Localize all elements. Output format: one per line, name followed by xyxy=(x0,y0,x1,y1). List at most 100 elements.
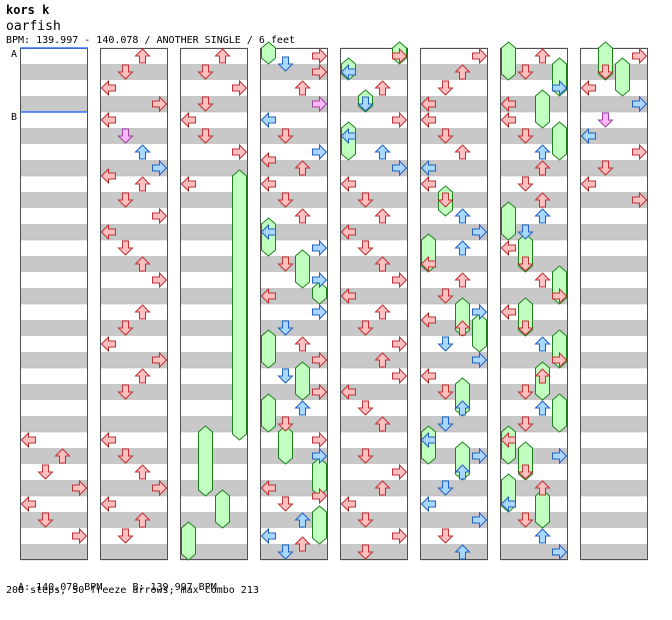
freeze-arrow-right xyxy=(232,169,247,441)
step-arrow-right-icon xyxy=(632,143,648,161)
step-arrow-left-icon xyxy=(340,175,356,193)
bpm-a-label: A: 140.078 BPM xyxy=(18,582,103,593)
step-arrow-left-icon xyxy=(20,495,36,513)
step-arrow-down-icon xyxy=(117,528,134,544)
step-arrow-left-icon xyxy=(500,495,516,513)
step-arrow-up-icon xyxy=(134,48,151,64)
step-arrow-up-icon xyxy=(54,448,71,464)
step-arrow-right-icon xyxy=(232,79,248,97)
step-arrow-right-icon xyxy=(312,239,328,257)
bpm-b-label: B: 139.997 BPM xyxy=(132,582,217,593)
step-arrow-right-icon xyxy=(552,543,568,561)
step-arrow-down-icon xyxy=(117,320,134,336)
step-arrow-down-icon xyxy=(597,64,614,80)
step-arrow-down-icon xyxy=(357,544,374,560)
chart-stats: 208 steps, 50 freeze arrows, max combo 2… xyxy=(6,585,259,596)
step-arrow-right-icon xyxy=(392,367,408,385)
step-arrow-left-icon xyxy=(340,383,356,401)
freeze-arrow-left xyxy=(501,41,516,81)
step-arrow-up-icon xyxy=(454,144,471,160)
step-arrow-left-icon xyxy=(340,223,356,241)
step-arrow-up-icon xyxy=(454,272,471,288)
step-arrow-down-icon xyxy=(437,288,454,304)
freeze-arrow-up xyxy=(615,57,630,97)
step-arrow-down-icon xyxy=(197,128,214,144)
step-arrow-up-icon xyxy=(534,272,551,288)
step-arrow-left-icon xyxy=(180,111,196,129)
step-arrow-down-icon xyxy=(117,192,134,208)
step-arrow-down-icon xyxy=(517,224,534,240)
step-arrow-right-icon xyxy=(552,287,568,305)
step-arrow-up-icon xyxy=(134,256,151,272)
step-arrow-up-icon xyxy=(454,400,471,416)
step-arrow-right-icon xyxy=(472,223,488,241)
freeze-arrow-left xyxy=(261,41,276,65)
step-arrow-down-icon xyxy=(277,128,294,144)
step-arrow-down-icon xyxy=(517,256,534,272)
step-arrow-down-icon xyxy=(117,64,134,80)
step-arrow-up-icon xyxy=(454,208,471,224)
step-arrow-right-icon xyxy=(472,447,488,465)
step-arrow-right-icon xyxy=(72,479,88,497)
step-arrow-down-icon xyxy=(517,512,534,528)
step-arrow-up-icon xyxy=(134,304,151,320)
step-arrow-right-icon xyxy=(312,303,328,321)
step-arrow-down-icon xyxy=(357,512,374,528)
freeze-arrow-up xyxy=(295,361,310,401)
step-arrow-right-icon xyxy=(472,47,488,65)
step-arrow-down-icon xyxy=(277,320,294,336)
step-arrow-left-icon xyxy=(100,335,116,353)
freeze-arrow-right xyxy=(552,121,567,161)
step-arrow-left-icon xyxy=(260,527,276,545)
step-arrow-left-icon xyxy=(500,111,516,129)
step-arrow-right-icon xyxy=(152,479,168,497)
step-arrow-left-icon xyxy=(340,287,356,305)
step-arrow-left-icon xyxy=(100,167,116,185)
freeze-arrow-down xyxy=(278,425,293,465)
step-arrow-right-icon xyxy=(312,487,328,505)
step-arrow-down-icon xyxy=(277,256,294,272)
step-arrow-up-icon xyxy=(374,80,391,96)
freeze-arrow-right xyxy=(312,281,327,305)
step-arrow-left-icon xyxy=(100,223,116,241)
step-arrow-up-icon xyxy=(134,512,151,528)
step-arrow-down-icon xyxy=(517,384,534,400)
step-arrow-up-icon xyxy=(534,48,551,64)
step-arrow-left-icon xyxy=(260,479,276,497)
step-arrow-right-icon xyxy=(392,111,408,129)
step-arrow-up-icon xyxy=(534,208,551,224)
step-arrow-right-icon xyxy=(152,271,168,289)
step-arrow-left-icon xyxy=(500,95,516,113)
step-arrow-down-icon xyxy=(277,496,294,512)
artist-name: kors k xyxy=(6,3,50,17)
step-arrow-left-icon xyxy=(420,495,436,513)
freeze-arrow-up xyxy=(215,489,230,529)
freeze-arrow-up xyxy=(535,89,550,129)
step-arrow-down-icon xyxy=(517,416,534,432)
step-arrow-down-icon xyxy=(437,80,454,96)
chart-column-6 xyxy=(420,47,488,561)
step-arrow-up-icon xyxy=(454,64,471,80)
step-arrow-left-icon xyxy=(20,431,36,449)
step-arrow-down-icon xyxy=(597,112,614,128)
step-arrow-down-icon xyxy=(597,160,614,176)
step-arrow-right-icon xyxy=(552,351,568,369)
step-arrow-down-icon xyxy=(357,240,374,256)
step-arrow-right-icon xyxy=(152,95,168,113)
step-arrow-up-icon xyxy=(534,480,551,496)
step-arrow-up-icon xyxy=(374,256,391,272)
step-arrow-down-icon xyxy=(517,176,534,192)
step-arrow-down-icon xyxy=(517,128,534,144)
step-arrow-down-icon xyxy=(517,320,534,336)
step-arrow-down-icon xyxy=(117,448,134,464)
step-arrow-down-icon xyxy=(437,128,454,144)
step-arrow-right-icon xyxy=(312,143,328,161)
song-title: oarfish xyxy=(6,19,61,34)
step-arrow-left-icon xyxy=(420,255,436,273)
step-arrow-down-icon xyxy=(357,400,374,416)
step-arrow-up-icon xyxy=(454,464,471,480)
step-arrow-down-icon xyxy=(117,240,134,256)
step-arrow-right-icon xyxy=(392,47,408,65)
step-arrow-right-icon xyxy=(312,351,328,369)
step-arrow-down-icon xyxy=(357,448,374,464)
